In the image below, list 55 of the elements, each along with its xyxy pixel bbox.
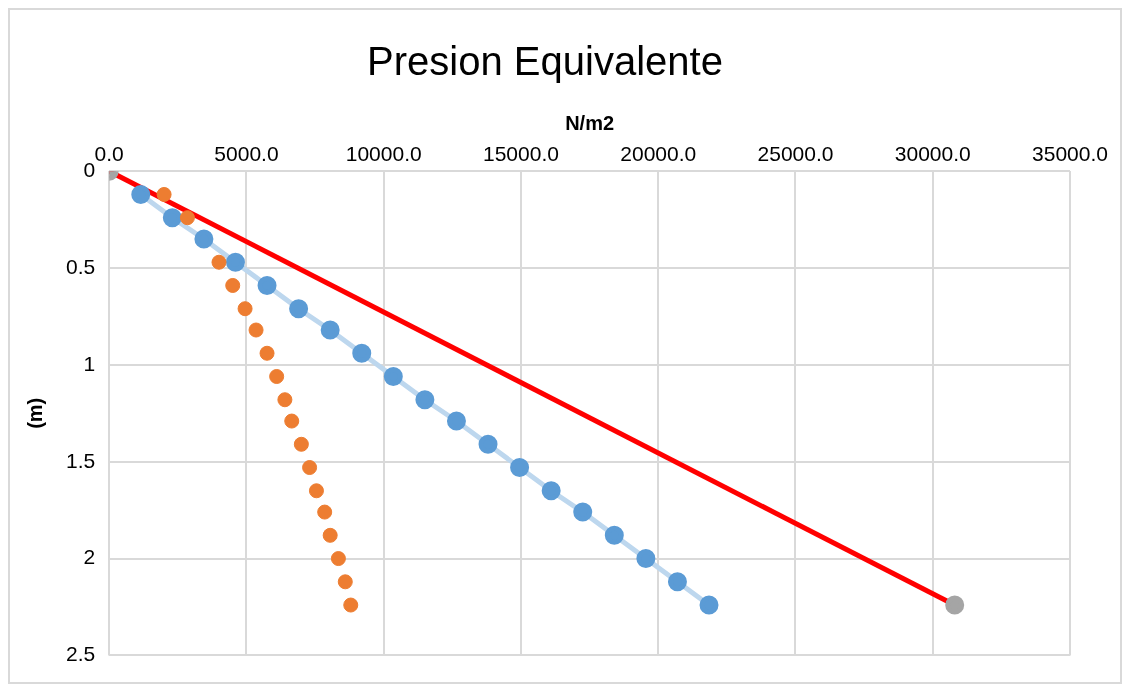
point — [211, 254, 227, 270]
point — [478, 434, 498, 454]
point — [302, 460, 318, 476]
point — [415, 390, 435, 410]
point — [259, 345, 275, 361]
point — [225, 277, 241, 293]
x-tick-label: 30000.0 — [894, 142, 971, 166]
point — [510, 458, 530, 478]
y-tick-label: 2.5 — [65, 642, 96, 666]
point — [179, 210, 195, 226]
point — [352, 343, 372, 363]
point — [248, 322, 264, 338]
point — [699, 595, 719, 615]
point — [293, 436, 309, 452]
point — [604, 525, 624, 545]
point — [194, 229, 214, 249]
x-tick-label: 15000.0 — [483, 142, 559, 166]
point — [573, 502, 593, 522]
point — [320, 320, 340, 340]
point — [284, 413, 300, 429]
y-axis-title: (m) — [23, 397, 46, 429]
point — [289, 299, 309, 319]
chart-title: Presion Equivalente — [367, 39, 723, 84]
point — [156, 186, 172, 202]
point — [225, 252, 245, 272]
x-tick-label: 25000.0 — [757, 142, 834, 166]
point — [667, 572, 687, 592]
point — [446, 411, 466, 431]
point — [162, 208, 182, 228]
point — [257, 275, 277, 295]
point — [322, 527, 338, 543]
point — [945, 595, 965, 615]
point — [269, 369, 285, 384]
point — [636, 549, 656, 569]
point — [541, 481, 561, 501]
point — [343, 597, 359, 613]
y-tick-label: 1 — [83, 351, 96, 375]
point — [383, 367, 403, 386]
y-tick-label: 2 — [83, 545, 96, 569]
point — [337, 574, 353, 590]
y-tick-label: 1.5 — [65, 448, 96, 472]
x-tick-label: 0.0 — [94, 142, 124, 166]
point — [237, 301, 253, 317]
x-axis-title: N/m2 — [565, 111, 615, 134]
x-tick-label: 35000.0 — [1032, 142, 1108, 166]
point — [131, 184, 151, 204]
x-tick-label: 10000.0 — [345, 142, 422, 166]
point — [308, 483, 324, 499]
x-tick-label: 20000.0 — [620, 142, 697, 166]
y-tick-label: 0 — [83, 158, 96, 181]
point — [317, 504, 333, 520]
point — [277, 392, 293, 408]
y-tick-label: 0.5 — [65, 254, 96, 278]
point — [330, 551, 346, 567]
x-tick-label: 5000.0 — [214, 142, 279, 166]
